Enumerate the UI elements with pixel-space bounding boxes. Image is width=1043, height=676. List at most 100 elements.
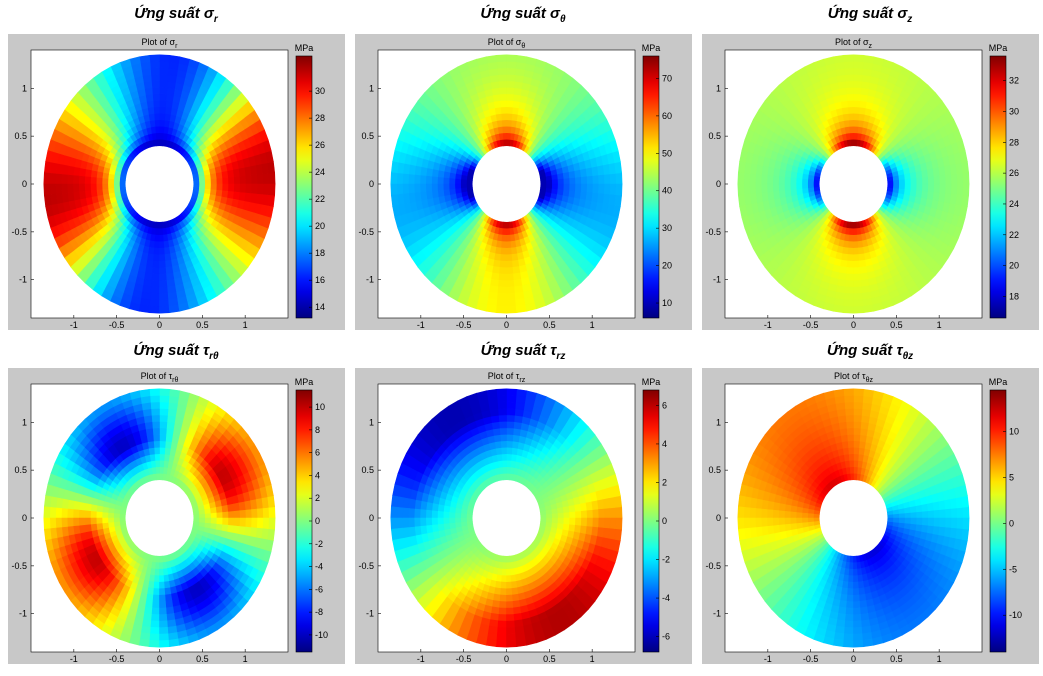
field-cell [153, 581, 160, 590]
field-cell [101, 506, 109, 514]
field-cell [460, 513, 467, 519]
y-tick-label: -0.5 [358, 227, 374, 237]
y-tick-label: 0.5 [14, 465, 27, 475]
field-cell [506, 614, 515, 622]
field-cell [853, 280, 862, 288]
field-cell [90, 504, 98, 513]
field-annulus [390, 388, 623, 648]
x-tick-label: -1 [764, 320, 772, 330]
field-cell [159, 106, 166, 114]
field-cell [159, 620, 169, 629]
field-cell [497, 234, 503, 242]
field-cell [506, 299, 517, 308]
field-cell [216, 511, 224, 519]
field-cell [853, 54, 864, 63]
field-cell [153, 106, 160, 114]
colorbar-tick-label: 24 [1009, 199, 1019, 209]
field-cell [506, 106, 513, 114]
field-cell [43, 172, 51, 185]
colorbar-tick-label: 20 [1009, 261, 1019, 271]
field-cell [853, 267, 861, 275]
field-cell [228, 510, 235, 519]
field-cell [151, 86, 160, 95]
field-cell [766, 183, 774, 193]
field-cell [496, 299, 507, 308]
field-cell [101, 178, 109, 185]
field-cell [159, 305, 170, 314]
field-cell [843, 299, 854, 308]
field-cell [221, 189, 229, 198]
field-cell [256, 507, 264, 519]
field-cell [615, 183, 623, 196]
field-cell [615, 172, 623, 185]
field-cell [147, 587, 155, 596]
field-cell [107, 517, 115, 524]
field-cell [101, 183, 109, 190]
field-cell [496, 574, 503, 583]
field-cell [164, 447, 171, 456]
field-cell [168, 54, 180, 64]
field-cell [496, 305, 507, 314]
field-cell [153, 440, 160, 448]
field-cell [898, 183, 906, 190]
stress-plot-panel: Plot of σz 1 0.5 0 -0.5 -1 -1 -0.5 0 0.5 1 MPa 18 20 2… [702, 34, 1039, 330]
y-tick-label: 0.5 [361, 131, 374, 141]
field-cell [501, 575, 507, 583]
field-cell [598, 508, 606, 519]
field-cell [256, 183, 264, 195]
field-cell [150, 292, 160, 301]
field-cell [956, 183, 964, 196]
field-cell [147, 253, 155, 262]
colorbar-unit-label: MPa [642, 43, 661, 53]
field-cell [425, 517, 433, 527]
field-cell [222, 183, 229, 192]
field-cell [159, 112, 166, 121]
field-cell [150, 73, 160, 82]
field-cell [592, 174, 600, 185]
field-cell [511, 106, 519, 115]
field-cell [506, 414, 515, 422]
field-cell [846, 267, 854, 275]
field-cell [749, 173, 757, 185]
field-cell [448, 183, 456, 190]
colorbar-tick-label: -8 [315, 607, 323, 617]
field-cell [151, 420, 160, 429]
field-cell [502, 228, 507, 236]
field-cell [510, 119, 517, 128]
field-cell [749, 183, 757, 195]
plot-title: Plot of σz [835, 37, 873, 50]
field-cell [506, 459, 512, 468]
field-cell [159, 575, 165, 583]
panel-caption: Ứng suất σr [6, 5, 346, 25]
field-cell [101, 512, 109, 519]
field-cell [506, 267, 514, 275]
field-cell [853, 254, 860, 262]
field-cell [603, 183, 611, 195]
field-cell [163, 119, 170, 128]
field-cell [90, 170, 98, 179]
colorbar-tick-label: 70 [662, 73, 672, 83]
field-cell [152, 427, 160, 435]
stress-plot-panel: Plot of τrθ 1 0.5 0 -0.5 -1 -1 -0.5 0 0.5 1 MPa 10 8 6… [8, 368, 345, 664]
field-cell [210, 512, 218, 519]
colorbar-tick-label: -10 [315, 630, 328, 640]
field-cell [845, 80, 854, 88]
colorbar-tick-label: 30 [315, 86, 325, 96]
field-cell [497, 568, 503, 576]
field-cell [210, 178, 218, 185]
panel-caption: Ứng suất τrθ [6, 342, 346, 362]
field-cell [43, 161, 52, 174]
field-cell [506, 119, 512, 127]
field-cell [887, 183, 894, 189]
field-cell [256, 517, 264, 529]
field-cell [575, 517, 582, 526]
field-annulus [43, 54, 276, 314]
field-cell [159, 73, 169, 82]
field-cell [149, 388, 160, 397]
field-cell [90, 176, 97, 185]
field-cell [437, 176, 444, 185]
field-cell [413, 174, 421, 185]
field-cell [569, 510, 576, 519]
field-cell [155, 562, 160, 570]
